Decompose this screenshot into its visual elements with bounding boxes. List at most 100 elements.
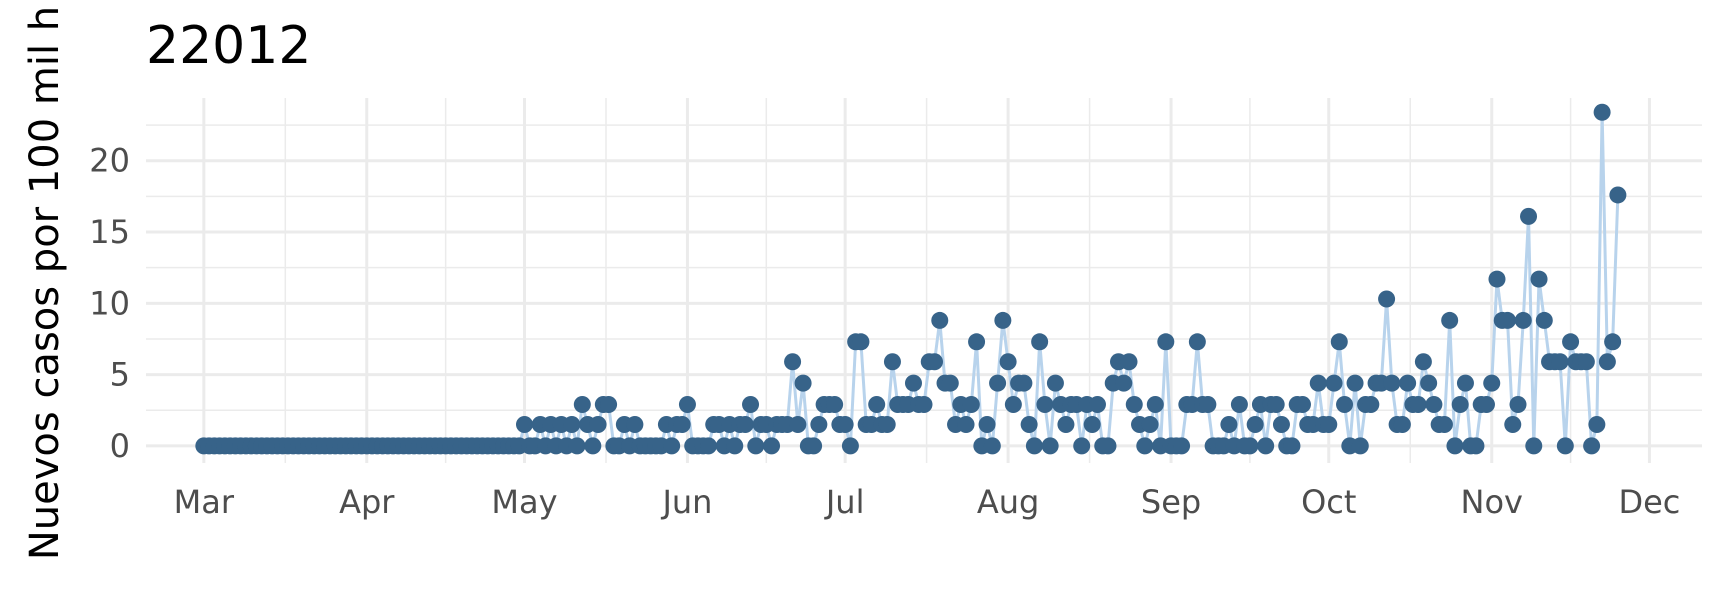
series-points-group [195, 103, 1627, 455]
data-point [1267, 396, 1285, 414]
data-point [1309, 374, 1327, 392]
data-point [1146, 396, 1164, 414]
data-point [1136, 437, 1154, 455]
data-point [1393, 416, 1411, 433]
data-point [968, 333, 986, 351]
x-tick-label: Jul [824, 483, 865, 521]
x-tick-label: Apr [339, 483, 395, 521]
x-tick-label: May [491, 483, 557, 521]
data-point [1004, 396, 1022, 414]
series-line-group [203, 110, 1620, 448]
data-point [563, 416, 581, 433]
data-point [1556, 437, 1574, 455]
data-point [852, 333, 870, 351]
data-point [1483, 374, 1501, 392]
x-tick-label: Aug [977, 483, 1039, 521]
data-point [994, 311, 1012, 329]
data-point [1441, 311, 1459, 329]
data-point [1477, 396, 1495, 414]
data-point [836, 416, 854, 433]
data-point [1451, 396, 1469, 414]
data-point [904, 374, 922, 392]
data-point [573, 396, 591, 414]
data-point [784, 353, 802, 371]
y-tick-label: 20 [89, 142, 130, 180]
data-point [1409, 396, 1427, 414]
data-point [1099, 437, 1117, 455]
data-point [1088, 396, 1106, 414]
data-point [841, 437, 859, 455]
data-point [878, 416, 896, 433]
data-point [663, 437, 681, 455]
y-tick-label: 0 [110, 427, 130, 465]
major-gridlines-y [146, 159, 1702, 448]
data-point [1598, 353, 1616, 371]
data-point [1383, 374, 1401, 392]
data-point [1188, 333, 1206, 351]
data-point [763, 437, 781, 455]
data-point [584, 437, 602, 455]
data-point [747, 437, 765, 455]
data-point [1057, 416, 1075, 433]
data-point [883, 353, 901, 371]
data-point [1446, 437, 1464, 455]
data-point [1399, 374, 1417, 392]
data-point [568, 437, 586, 455]
data-point [941, 374, 959, 392]
data-point [1588, 416, 1606, 433]
data-point [678, 396, 696, 414]
data-point [1320, 416, 1338, 433]
data-point [1125, 396, 1143, 414]
data-point [726, 437, 744, 455]
y-tick-label: 10 [89, 284, 130, 322]
data-point [1199, 396, 1217, 414]
data-point [810, 416, 828, 433]
data-point [1336, 396, 1354, 414]
data-point [789, 416, 807, 433]
data-point [1293, 396, 1311, 414]
data-point [1562, 333, 1580, 351]
data-point [1031, 333, 1049, 351]
data-point [600, 396, 618, 414]
data-point [989, 374, 1007, 392]
x-tick-label: Sep [1141, 483, 1201, 521]
x-axis-tick-labels: Mar Apr May Jun Jul Aug Sep Oct Nov Dec [174, 483, 1681, 521]
data-point [1173, 437, 1191, 455]
data-point [794, 374, 812, 392]
data-point [1141, 416, 1159, 433]
data-point [1414, 353, 1432, 371]
y-tick-label: 15 [89, 213, 130, 251]
data-point [1456, 374, 1474, 392]
data-point [736, 416, 754, 433]
minor-gridlines-y [146, 124, 1702, 411]
series-line [203, 110, 1620, 448]
data-point [1351, 437, 1369, 455]
data-point [1241, 437, 1259, 455]
data-point [1577, 353, 1595, 371]
data-point [1325, 374, 1343, 392]
x-tick-label: Oct [1301, 483, 1356, 521]
data-point [1015, 374, 1033, 392]
data-point [515, 416, 533, 433]
data-point [1425, 396, 1443, 414]
y-axis-tick-labels: 0 5 10 15 20 [89, 142, 130, 465]
data-point [999, 353, 1017, 371]
data-point [1157, 333, 1175, 351]
x-tick-label: Nov [1461, 483, 1523, 521]
data-point [1609, 186, 1627, 204]
data-point [1435, 416, 1453, 433]
data-point [1467, 437, 1485, 455]
data-point [1025, 437, 1043, 455]
data-point [1346, 374, 1364, 392]
data-point [1593, 103, 1611, 121]
data-point [1120, 353, 1138, 371]
data-point [1272, 416, 1290, 433]
data-point [699, 437, 717, 455]
data-point [1509, 396, 1527, 414]
data-point [931, 311, 949, 329]
data-point [962, 396, 980, 414]
data-point [1083, 416, 1101, 433]
data-point [1036, 396, 1054, 414]
data-point [1246, 416, 1264, 433]
